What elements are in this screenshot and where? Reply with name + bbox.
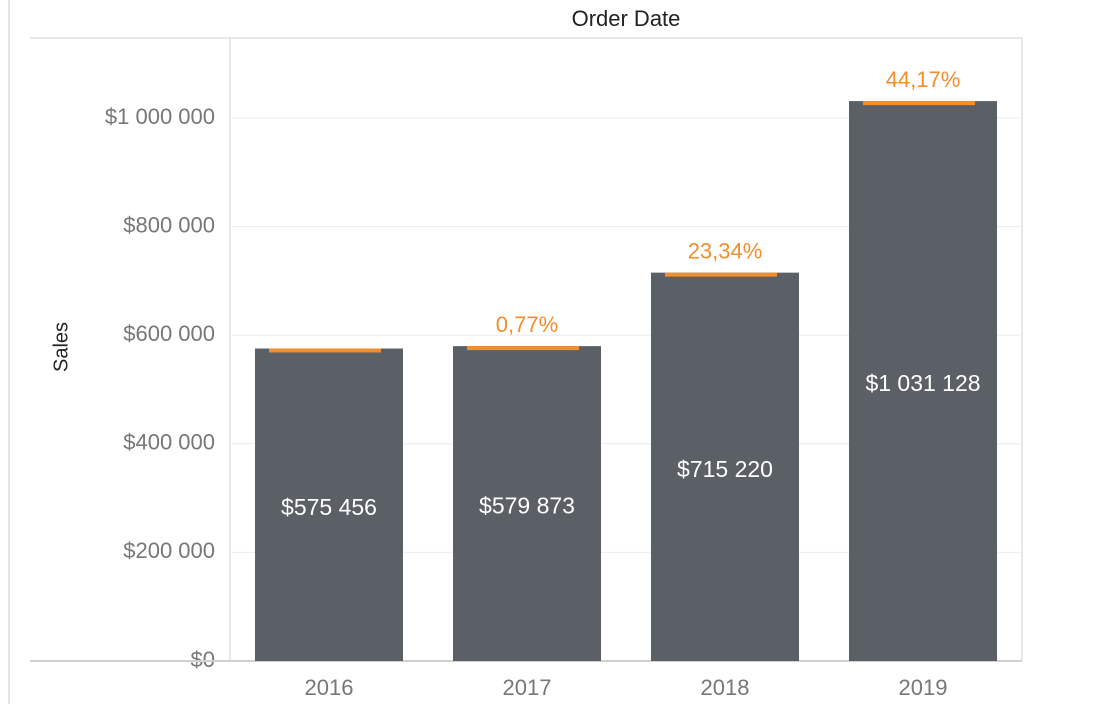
y-tick-label: $800 000 bbox=[123, 212, 215, 237]
bar bbox=[651, 272, 799, 661]
bar bbox=[255, 348, 403, 661]
bar bbox=[849, 101, 997, 662]
y-tick-label: $0 bbox=[191, 647, 215, 672]
x-tick-label: 2017 bbox=[503, 675, 552, 700]
bar-value-label: $575 456 bbox=[281, 494, 377, 520]
bar bbox=[453, 346, 601, 661]
x-tick-label: 2016 bbox=[305, 675, 354, 700]
left-border bbox=[8, 0, 10, 704]
chart-title: Order Date bbox=[571, 6, 681, 31]
x-tick-label: 2018 bbox=[701, 675, 750, 700]
bar-value-label: $1 031 128 bbox=[865, 370, 980, 396]
bar-value-label: $715 220 bbox=[677, 456, 773, 482]
y-tick-label: $400 000 bbox=[123, 430, 215, 455]
y-tick-label: $200 000 bbox=[123, 538, 215, 563]
growth-label: 23,34% bbox=[688, 239, 763, 264]
y-tick-label: $1 000 000 bbox=[105, 104, 215, 129]
growth-label: 0,77% bbox=[496, 312, 558, 337]
growth-label: 44,17% bbox=[886, 67, 961, 92]
x-tick-label: 2019 bbox=[899, 675, 948, 700]
bar-value-label: $579 873 bbox=[479, 493, 575, 519]
y-tick-label: $600 000 bbox=[123, 321, 215, 346]
